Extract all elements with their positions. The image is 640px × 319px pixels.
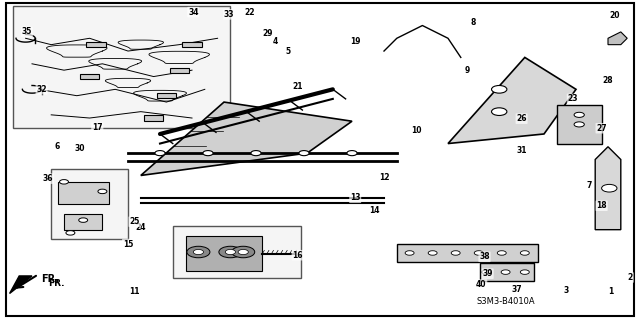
Bar [182, 42, 202, 47]
Text: 7: 7 [586, 181, 591, 189]
Text: 36: 36 [43, 174, 53, 183]
Circle shape [79, 218, 88, 222]
Text: 14: 14 [369, 206, 380, 215]
Circle shape [474, 251, 483, 255]
Circle shape [66, 231, 75, 235]
Text: 2: 2 [628, 273, 633, 282]
Bar [480, 263, 534, 281]
Bar [170, 68, 189, 73]
Bar [13, 6, 230, 128]
Polygon shape [141, 102, 352, 175]
Text: 25: 25 [129, 217, 140, 226]
Text: 28: 28 [603, 76, 613, 85]
Text: 40: 40 [476, 280, 486, 289]
Bar [186, 236, 262, 271]
Text: 34: 34 [188, 8, 198, 17]
Circle shape [520, 251, 529, 255]
Bar [80, 74, 99, 79]
Circle shape [60, 180, 68, 184]
Text: 30: 30 [75, 144, 85, 153]
Text: 9: 9 [465, 66, 470, 75]
Text: 13: 13 [350, 193, 360, 202]
Text: 18: 18 [596, 201, 607, 210]
Text: S3M3-B4010A: S3M3-B4010A [476, 297, 535, 306]
Text: 16: 16 [292, 251, 303, 260]
Bar [157, 93, 176, 98]
Bar [173, 226, 301, 278]
Text: 11: 11 [129, 287, 140, 296]
Text: 5: 5 [285, 47, 291, 56]
Circle shape [574, 122, 584, 127]
Circle shape [232, 246, 255, 258]
Text: 12: 12 [379, 173, 389, 182]
Text: 27: 27 [596, 124, 607, 133]
Bar [58, 182, 109, 204]
Bar [144, 115, 163, 121]
Text: 26: 26 [516, 114, 527, 123]
Circle shape [203, 151, 213, 156]
Text: 6: 6 [55, 142, 60, 151]
Text: 32: 32 [36, 85, 47, 94]
Circle shape [574, 112, 584, 117]
Polygon shape [10, 276, 32, 293]
Text: 31: 31 [516, 146, 527, 155]
Circle shape [155, 151, 165, 156]
Circle shape [238, 249, 248, 255]
Circle shape [299, 151, 309, 156]
Text: 17: 17 [92, 123, 102, 132]
Circle shape [482, 270, 491, 274]
Text: 1: 1 [609, 287, 614, 296]
Bar [51, 169, 128, 239]
Bar [557, 105, 602, 144]
Circle shape [428, 251, 437, 255]
Text: 37: 37 [511, 285, 522, 294]
Circle shape [193, 249, 204, 255]
Circle shape [219, 246, 242, 258]
Text: 19: 19 [350, 37, 360, 46]
Circle shape [405, 251, 414, 255]
Bar [86, 42, 106, 47]
Circle shape [520, 270, 529, 274]
Polygon shape [608, 32, 627, 45]
Circle shape [492, 108, 507, 115]
Circle shape [251, 151, 261, 156]
Text: 39: 39 [483, 269, 493, 278]
Circle shape [497, 251, 506, 255]
Text: 15: 15 [123, 240, 133, 249]
Circle shape [492, 85, 507, 93]
Text: 35: 35 [22, 27, 32, 36]
Circle shape [98, 189, 107, 194]
Text: 22: 22 [244, 8, 255, 17]
Text: 23: 23 [568, 94, 578, 103]
Text: 21: 21 [292, 82, 303, 91]
Circle shape [347, 151, 357, 156]
Text: FR.: FR. [42, 274, 60, 284]
Circle shape [602, 184, 617, 192]
Text: 4: 4 [273, 37, 278, 46]
Circle shape [501, 270, 510, 274]
Bar [397, 244, 538, 262]
Text: 10: 10 [411, 126, 421, 135]
Text: 29: 29 [262, 29, 273, 38]
Polygon shape [448, 57, 576, 144]
Text: 24: 24 [136, 223, 146, 232]
Text: FR.: FR. [48, 279, 65, 288]
Text: 38: 38 [479, 252, 490, 261]
Circle shape [225, 249, 236, 255]
Bar [64, 214, 102, 230]
Polygon shape [595, 147, 621, 230]
Text: 33: 33 [224, 10, 234, 19]
Text: 20: 20 [609, 11, 620, 20]
Circle shape [187, 246, 210, 258]
Circle shape [451, 251, 460, 255]
Text: 3: 3 [564, 286, 569, 295]
Text: 8: 8 [471, 18, 476, 27]
